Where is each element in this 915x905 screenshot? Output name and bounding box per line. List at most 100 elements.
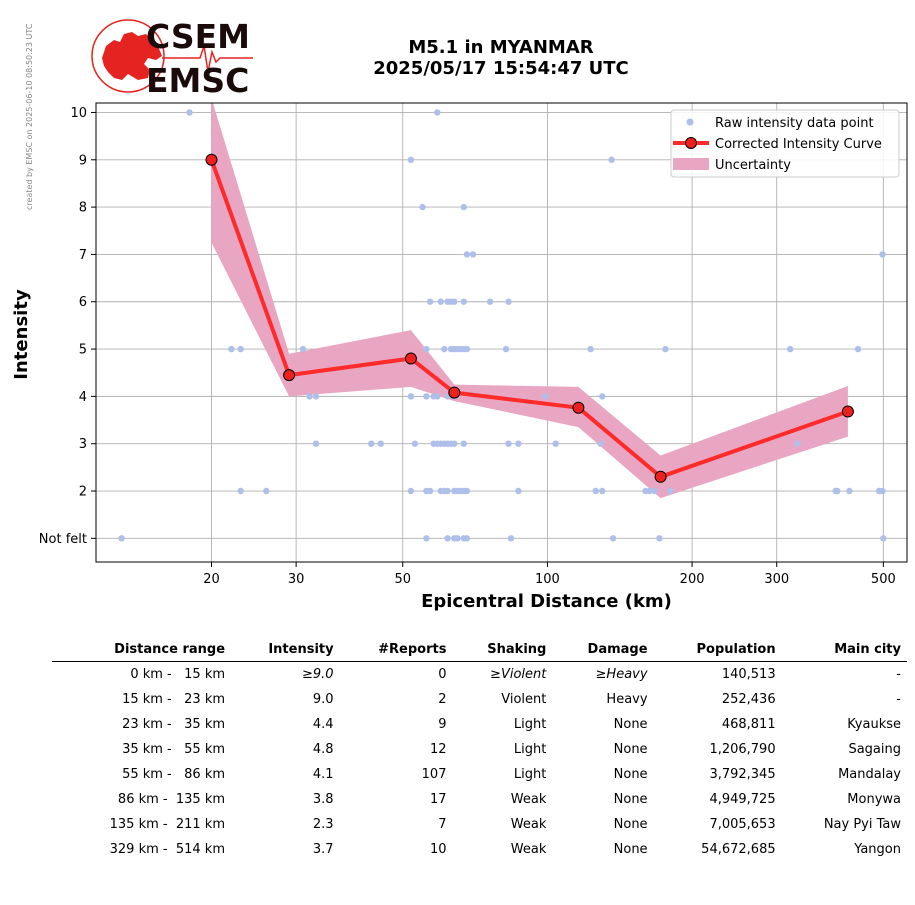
raw-data-point	[666, 487, 674, 495]
raw-data-point	[377, 440, 384, 447]
raw-data-point	[454, 535, 461, 542]
logo-globe-icon	[91, 19, 165, 93]
raw-data-point	[368, 440, 375, 447]
raw-data-point	[299, 345, 307, 353]
table-cell: 86 km - 135 km	[117, 792, 226, 807]
table-row: 15 km - 23 km 9.0 2 Violent Heavy 252,436 -	[52, 687, 907, 712]
y-tick-label: 7	[79, 248, 87, 263]
legend-raw-swatch	[686, 118, 694, 126]
raw-data-point	[312, 393, 320, 400]
raw-data-point	[437, 298, 444, 305]
table-cell: -	[896, 692, 901, 707]
title-datetime: 2025/05/17 15:54:47 UTC	[373, 58, 629, 79]
raw-data-point	[426, 487, 434, 495]
table-cell: Kyaukse	[847, 717, 901, 732]
y-tick-label: 8	[79, 201, 87, 216]
table-cell: 4.8	[312, 742, 334, 757]
y-tick-label: 5	[79, 343, 87, 358]
csem-emsc-logo: CSEM EMSC	[91, 17, 253, 98]
creation-watermark: created by EMSC on 2025-06-10 08:50:23 U…	[25, 23, 34, 210]
raw-data-point	[552, 440, 559, 447]
table-cell: Weak	[510, 792, 547, 807]
raw-data-point	[460, 440, 467, 447]
raw-data-point	[228, 345, 235, 353]
table-cell: 2	[438, 692, 447, 707]
corrected-curve-marker	[654, 470, 667, 483]
table-row: 135 km - 211 km 2.3 7 Weak None 7,005,653 Nay …	[52, 812, 907, 837]
table-cell: None	[613, 842, 648, 857]
table-cell: Heavy	[606, 692, 648, 707]
table-cell: 468,811	[721, 717, 776, 732]
table-cell: 140,513	[721, 667, 776, 682]
table-header-row: Distance range Intensity #Reports Shaking Da…	[52, 640, 907, 662]
corrected-curve-marker	[404, 352, 417, 365]
raw-data-point	[834, 487, 841, 495]
legend-curve-label: Corrected Intensity Curve	[715, 137, 882, 152]
raw-data-point	[505, 298, 512, 305]
table-cell: 252,436	[721, 692, 776, 707]
raw-data-point	[854, 345, 862, 353]
table-cell: None	[613, 767, 648, 782]
table-row: 23 km - 35 km 4.4 9 Light None 468,811 Kyaukse	[52, 712, 907, 737]
column-header: Intensity	[231, 640, 340, 662]
table-row: 329 km - 514 km 3.7 10 Weak None 54,672,685 Ya…	[52, 837, 907, 862]
table-row: 35 km - 55 km 4.8 12 Light None 1,206,790 Saga…	[52, 737, 907, 762]
raw-data-point	[423, 393, 430, 400]
chart-title: M5.1 in MYANMAR 2025/05/17 15:54:47 UTC	[300, 37, 702, 79]
table-cell: 0	[438, 667, 447, 682]
table-cell: ≥Violent	[490, 667, 547, 682]
raw-data-point	[787, 345, 794, 353]
raw-data-point	[451, 298, 458, 305]
intensity-chart: 20 30 50 100 200 300 500 Not felt 2 3 4 5 6 7 8 9 10 Epic…	[11, 102, 908, 612]
raw-data-point	[599, 393, 606, 400]
table-cell: 4,949,725	[709, 792, 776, 807]
table-cell: Weak	[510, 817, 547, 832]
raw-data-point	[879, 251, 886, 258]
table-cell: 10	[429, 842, 447, 857]
x-tick-label: 20	[203, 572, 220, 587]
logo-seismogram-icon	[162, 45, 253, 73]
y-tick-label: Not felt	[39, 532, 87, 547]
raw-data-point	[263, 487, 270, 495]
raw-data-point	[469, 251, 477, 258]
raw-data-point	[515, 440, 522, 447]
raw-data-point	[407, 487, 415, 495]
table-cell: 4.4	[312, 717, 334, 732]
table-cell: 135 km - 211 km	[109, 817, 226, 832]
table-body: 0 km - 15 km ≥9.0 0 ≥Violent ≥Heavy 140,513-1…	[52, 662, 907, 863]
table-cell: 1,206,790	[709, 742, 776, 757]
table-row: 55 km - 86 km 4.1 107 Light None 3,792,345 Man…	[52, 762, 907, 787]
raw-data-point	[186, 109, 193, 116]
raw-data-point	[423, 345, 430, 353]
x-tick-label: 100	[535, 572, 560, 587]
raw-data-point	[434, 109, 441, 116]
raw-data-point	[118, 535, 125, 542]
raw-data-point	[407, 156, 415, 163]
column-header: #Reports	[339, 640, 453, 662]
column-header: Damage	[552, 640, 654, 662]
table-cell: 7,005,653	[709, 817, 776, 832]
intensity-summary-table: Distance range Intensity #Reports Shaking Da…	[52, 640, 907, 862]
raw-data-point	[505, 440, 512, 447]
table-cell: 3.8	[312, 792, 334, 807]
table-cell: 3.7	[312, 842, 334, 857]
y-tick-label: 10	[70, 106, 87, 121]
raw-data-point	[312, 440, 320, 447]
raw-data-point	[656, 535, 663, 542]
corrected-curve-marker	[841, 405, 854, 418]
raw-data-point	[651, 487, 658, 495]
y-tick-label: 6	[79, 295, 87, 310]
corrected-curve-marker	[572, 401, 585, 414]
legend-curve-swatch-marker	[685, 137, 697, 149]
table-cell: 54,672,685	[701, 842, 776, 857]
table-cell: Mandalay	[838, 767, 901, 782]
table-cell: 12	[429, 742, 447, 757]
table-cell: Light	[513, 717, 547, 732]
raw-data-point	[507, 535, 515, 542]
raw-data-point	[880, 535, 887, 542]
raw-data-point	[502, 345, 510, 353]
table-cell: 2.3	[312, 817, 334, 832]
raw-data-point	[423, 535, 430, 542]
raw-data-point	[463, 487, 471, 495]
table-cell: None	[613, 742, 648, 757]
